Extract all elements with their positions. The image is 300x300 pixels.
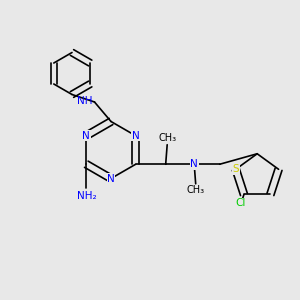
Text: S: S	[232, 164, 239, 174]
Text: CH₃: CH₃	[158, 133, 176, 143]
Text: N: N	[132, 131, 140, 141]
Text: NH: NH	[77, 95, 92, 106]
Text: Cl: Cl	[236, 199, 246, 208]
Text: N: N	[82, 131, 90, 141]
Text: N: N	[107, 173, 115, 184]
Text: N: N	[190, 159, 198, 169]
Text: NH₂: NH₂	[76, 191, 96, 201]
Text: CH₃: CH₃	[187, 185, 205, 195]
